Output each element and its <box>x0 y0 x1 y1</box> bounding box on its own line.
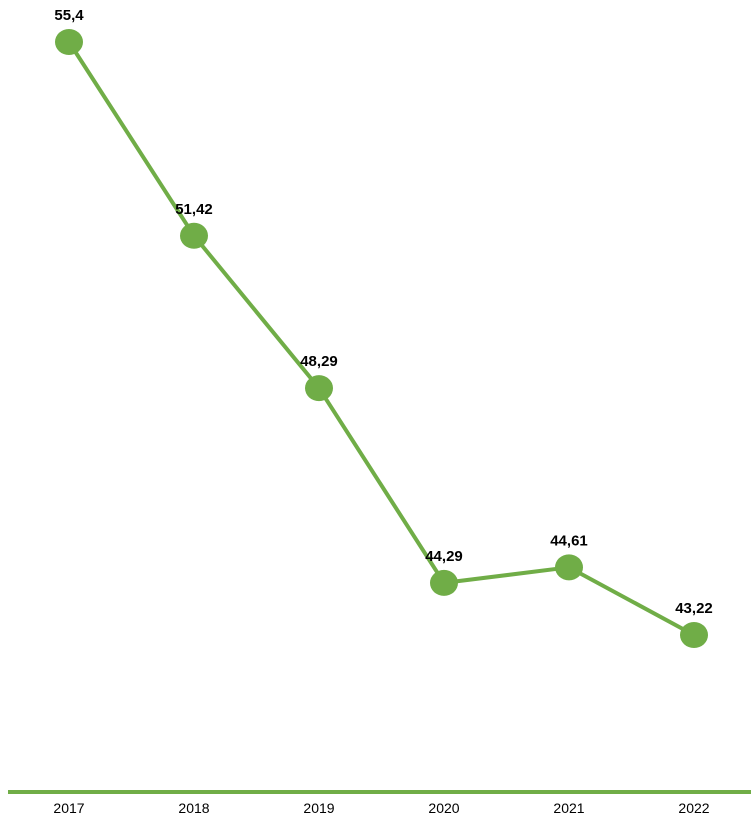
data-label-2017: 55,4 <box>54 7 84 24</box>
data-label-2019: 48,29 <box>300 353 338 370</box>
x-tick-label-2020: 2020 <box>428 800 459 816</box>
marker-group <box>55 29 708 648</box>
data-point-2018 <box>180 222 208 249</box>
x-tick-label-2018: 2018 <box>178 800 209 816</box>
data-point-2022 <box>680 622 708 648</box>
x-tick-label-2022: 2022 <box>678 800 709 816</box>
series-line <box>67 40 695 637</box>
x-tick-label-2017: 2017 <box>53 800 84 816</box>
data-point-2019 <box>305 375 333 402</box>
x-tick-label-2021: 2021 <box>553 800 584 816</box>
data-point-2017 <box>55 29 83 55</box>
data-label-2022: 43,22 <box>675 600 713 617</box>
data-label-group: 55,4 51,42 48,29 44,29 44,61 43,22 <box>54 7 712 617</box>
data-point-2020 <box>430 569 458 596</box>
data-label-2021: 44,61 <box>550 532 588 549</box>
x-tick-label-group: 2017 2018 2019 2020 2021 2022 <box>53 800 709 816</box>
data-label-2020: 44,29 <box>425 548 463 565</box>
data-point-2021 <box>555 554 583 581</box>
data-label-2018: 51,42 <box>175 201 213 218</box>
x-tick-label-2019: 2019 <box>303 800 334 816</box>
